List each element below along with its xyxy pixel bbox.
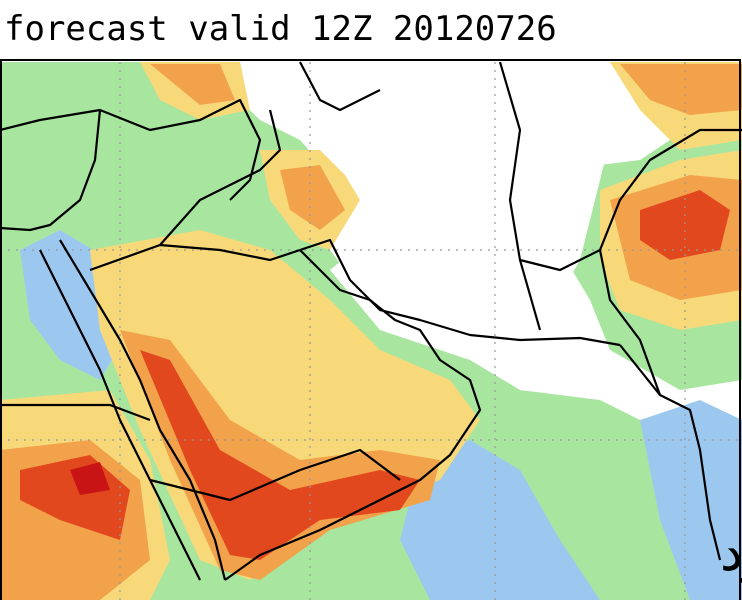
orange-field-north (150, 64, 235, 105)
red-sea-coast (59, 239, 227, 581)
forecast-title: forecast valid 12Z 20120726 (4, 9, 557, 49)
map-frame (0, 59, 741, 600)
border (0, 403, 151, 422)
border (518, 259, 542, 331)
india-coast (619, 344, 722, 561)
border (159, 109, 282, 246)
border (149, 448, 401, 502)
watermark: مطارد (720, 523, 742, 583)
orange-field-ne (620, 64, 742, 115)
red-sea-coast (39, 249, 201, 581)
graticule (0, 62, 742, 600)
arabia-coast (224, 249, 482, 581)
coastline (0, 98, 262, 201)
orange-field-iraq (280, 165, 345, 230)
darkred-field (70, 462, 110, 495)
iran-coast (299, 238, 621, 347)
border (498, 61, 742, 272)
orange-field (120, 330, 440, 580)
red-field (140, 350, 420, 560)
coastline (0, 109, 102, 232)
red-field-pakistan (640, 190, 730, 260)
blue-field-south (400, 440, 600, 600)
border (89, 243, 301, 272)
borders (0, 61, 742, 581)
border (299, 61, 381, 112)
border (598, 249, 662, 396)
map (0, 59, 742, 600)
dry-area (270, 62, 620, 340)
